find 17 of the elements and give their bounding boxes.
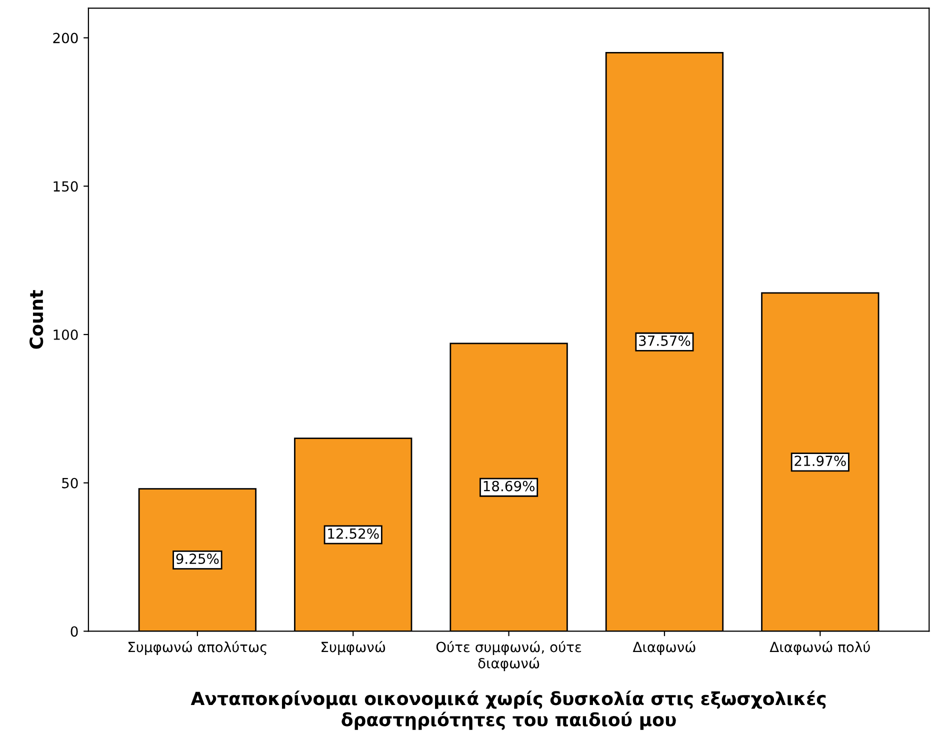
annotation: 9.25% (176, 554, 219, 564)
x-tick-label: Ούτε συμφωνώ, ούτε διαφωνώ (436, 640, 582, 672)
y-tick-label: 100 (54, 329, 78, 340)
y-tick-label: 150 (54, 181, 78, 192)
x-tick-label: Διαφωνώ (632, 640, 696, 655)
x-tick-label: Διαφωνώ πολύ (770, 640, 870, 655)
annotation: 37.57% (639, 335, 690, 346)
annotation: 18.69% (484, 480, 535, 492)
y-tick-label: 200 (53, 32, 78, 44)
x-axis-title: Ανταποκρίνομαι οικονομικά χωρίς δυσκολία στις εξωσχολικές δραστηριότητες του παιδιού μου (190, 690, 826, 730)
y-tick-label: 50 (62, 478, 78, 488)
x-tick-label: Συμφωνώ απολύτως (128, 640, 266, 655)
annotation: 12.52% (328, 528, 379, 539)
annotation: 21.97% (794, 456, 846, 466)
y-axis-title: Count (30, 290, 44, 349)
x-tick-label: Συμφωνώ (322, 640, 386, 655)
y-tick-label: 0 (70, 626, 78, 637)
